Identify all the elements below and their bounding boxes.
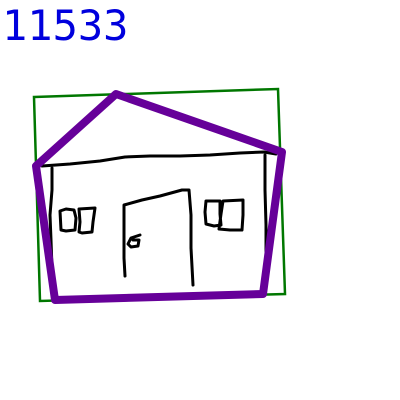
doorknob <box>126 233 142 249</box>
right-window <box>203 198 245 232</box>
door <box>122 188 195 287</box>
house-ink <box>40 116 278 292</box>
house-outline <box>32 90 286 304</box>
left-window <box>58 206 97 235</box>
roof-line <box>40 150 278 168</box>
bounding-box <box>32 87 287 303</box>
drawing-label: 11533 <box>2 1 129 50</box>
